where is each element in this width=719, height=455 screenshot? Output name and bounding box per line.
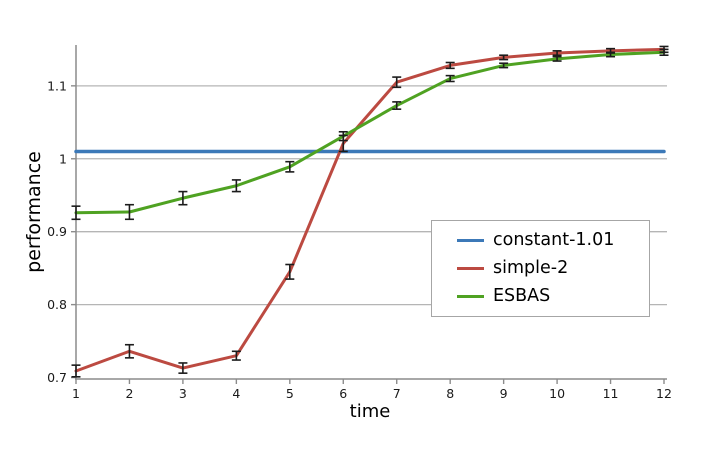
x-tick-label: 9 xyxy=(500,386,508,401)
legend-line-swatch-esbas-icon xyxy=(457,295,484,299)
y-tick-label: 1 xyxy=(59,151,67,166)
x-tick-label: 1 xyxy=(72,386,80,401)
y-tick-label: 1.1 xyxy=(47,78,67,93)
y-tick-label: 0.7 xyxy=(47,370,67,385)
x-tick-label: 4 xyxy=(232,386,240,401)
y-tick-label: 0.9 xyxy=(47,224,67,239)
legend-label-simple-2: simple-2 xyxy=(493,257,569,278)
x-tick-label: 2 xyxy=(125,386,133,401)
legend-label-esbas: ESBAS xyxy=(493,285,551,306)
y-axis-ticks: 0.7 0.8 0.9 1 1.1 xyxy=(47,78,76,385)
legend-item-simple-2: simple-2 xyxy=(457,257,649,278)
x-tick-label: 6 xyxy=(339,386,347,401)
y-axis-title: performance xyxy=(23,151,45,273)
x-tick-label: 3 xyxy=(179,386,187,401)
legend-label-constant: constant-1.01 xyxy=(493,229,615,250)
x-tick-label: 12 xyxy=(656,386,672,401)
x-axis-ticks: 1 2 3 4 5 6 7 8 9 10 11 12 xyxy=(72,379,672,401)
x-tick-label: 8 xyxy=(446,386,454,401)
x-axis-title: time xyxy=(349,401,391,422)
legend: constant-1.01 simple-2 ESBAS xyxy=(431,220,650,317)
legend-line-swatch-constant-icon xyxy=(457,238,484,242)
x-tick-label: 7 xyxy=(393,386,401,401)
series-line-ESBAS xyxy=(74,50,666,215)
error-bars-simple-2 xyxy=(71,45,669,378)
error-bars-ESBAS xyxy=(71,48,669,221)
y-tick-label: 0.8 xyxy=(47,297,67,312)
legend-line-swatch-simple-2-icon xyxy=(457,267,484,270)
x-tick-label: 10 xyxy=(549,386,565,401)
x-tick-label: 11 xyxy=(603,386,619,401)
x-tick-label: 5 xyxy=(286,386,294,401)
series-line-simple-2 xyxy=(74,47,666,373)
legend-item-constant: constant-1.01 xyxy=(457,229,649,250)
legend-item-esbas: ESBAS xyxy=(457,285,649,306)
axes xyxy=(75,45,667,380)
